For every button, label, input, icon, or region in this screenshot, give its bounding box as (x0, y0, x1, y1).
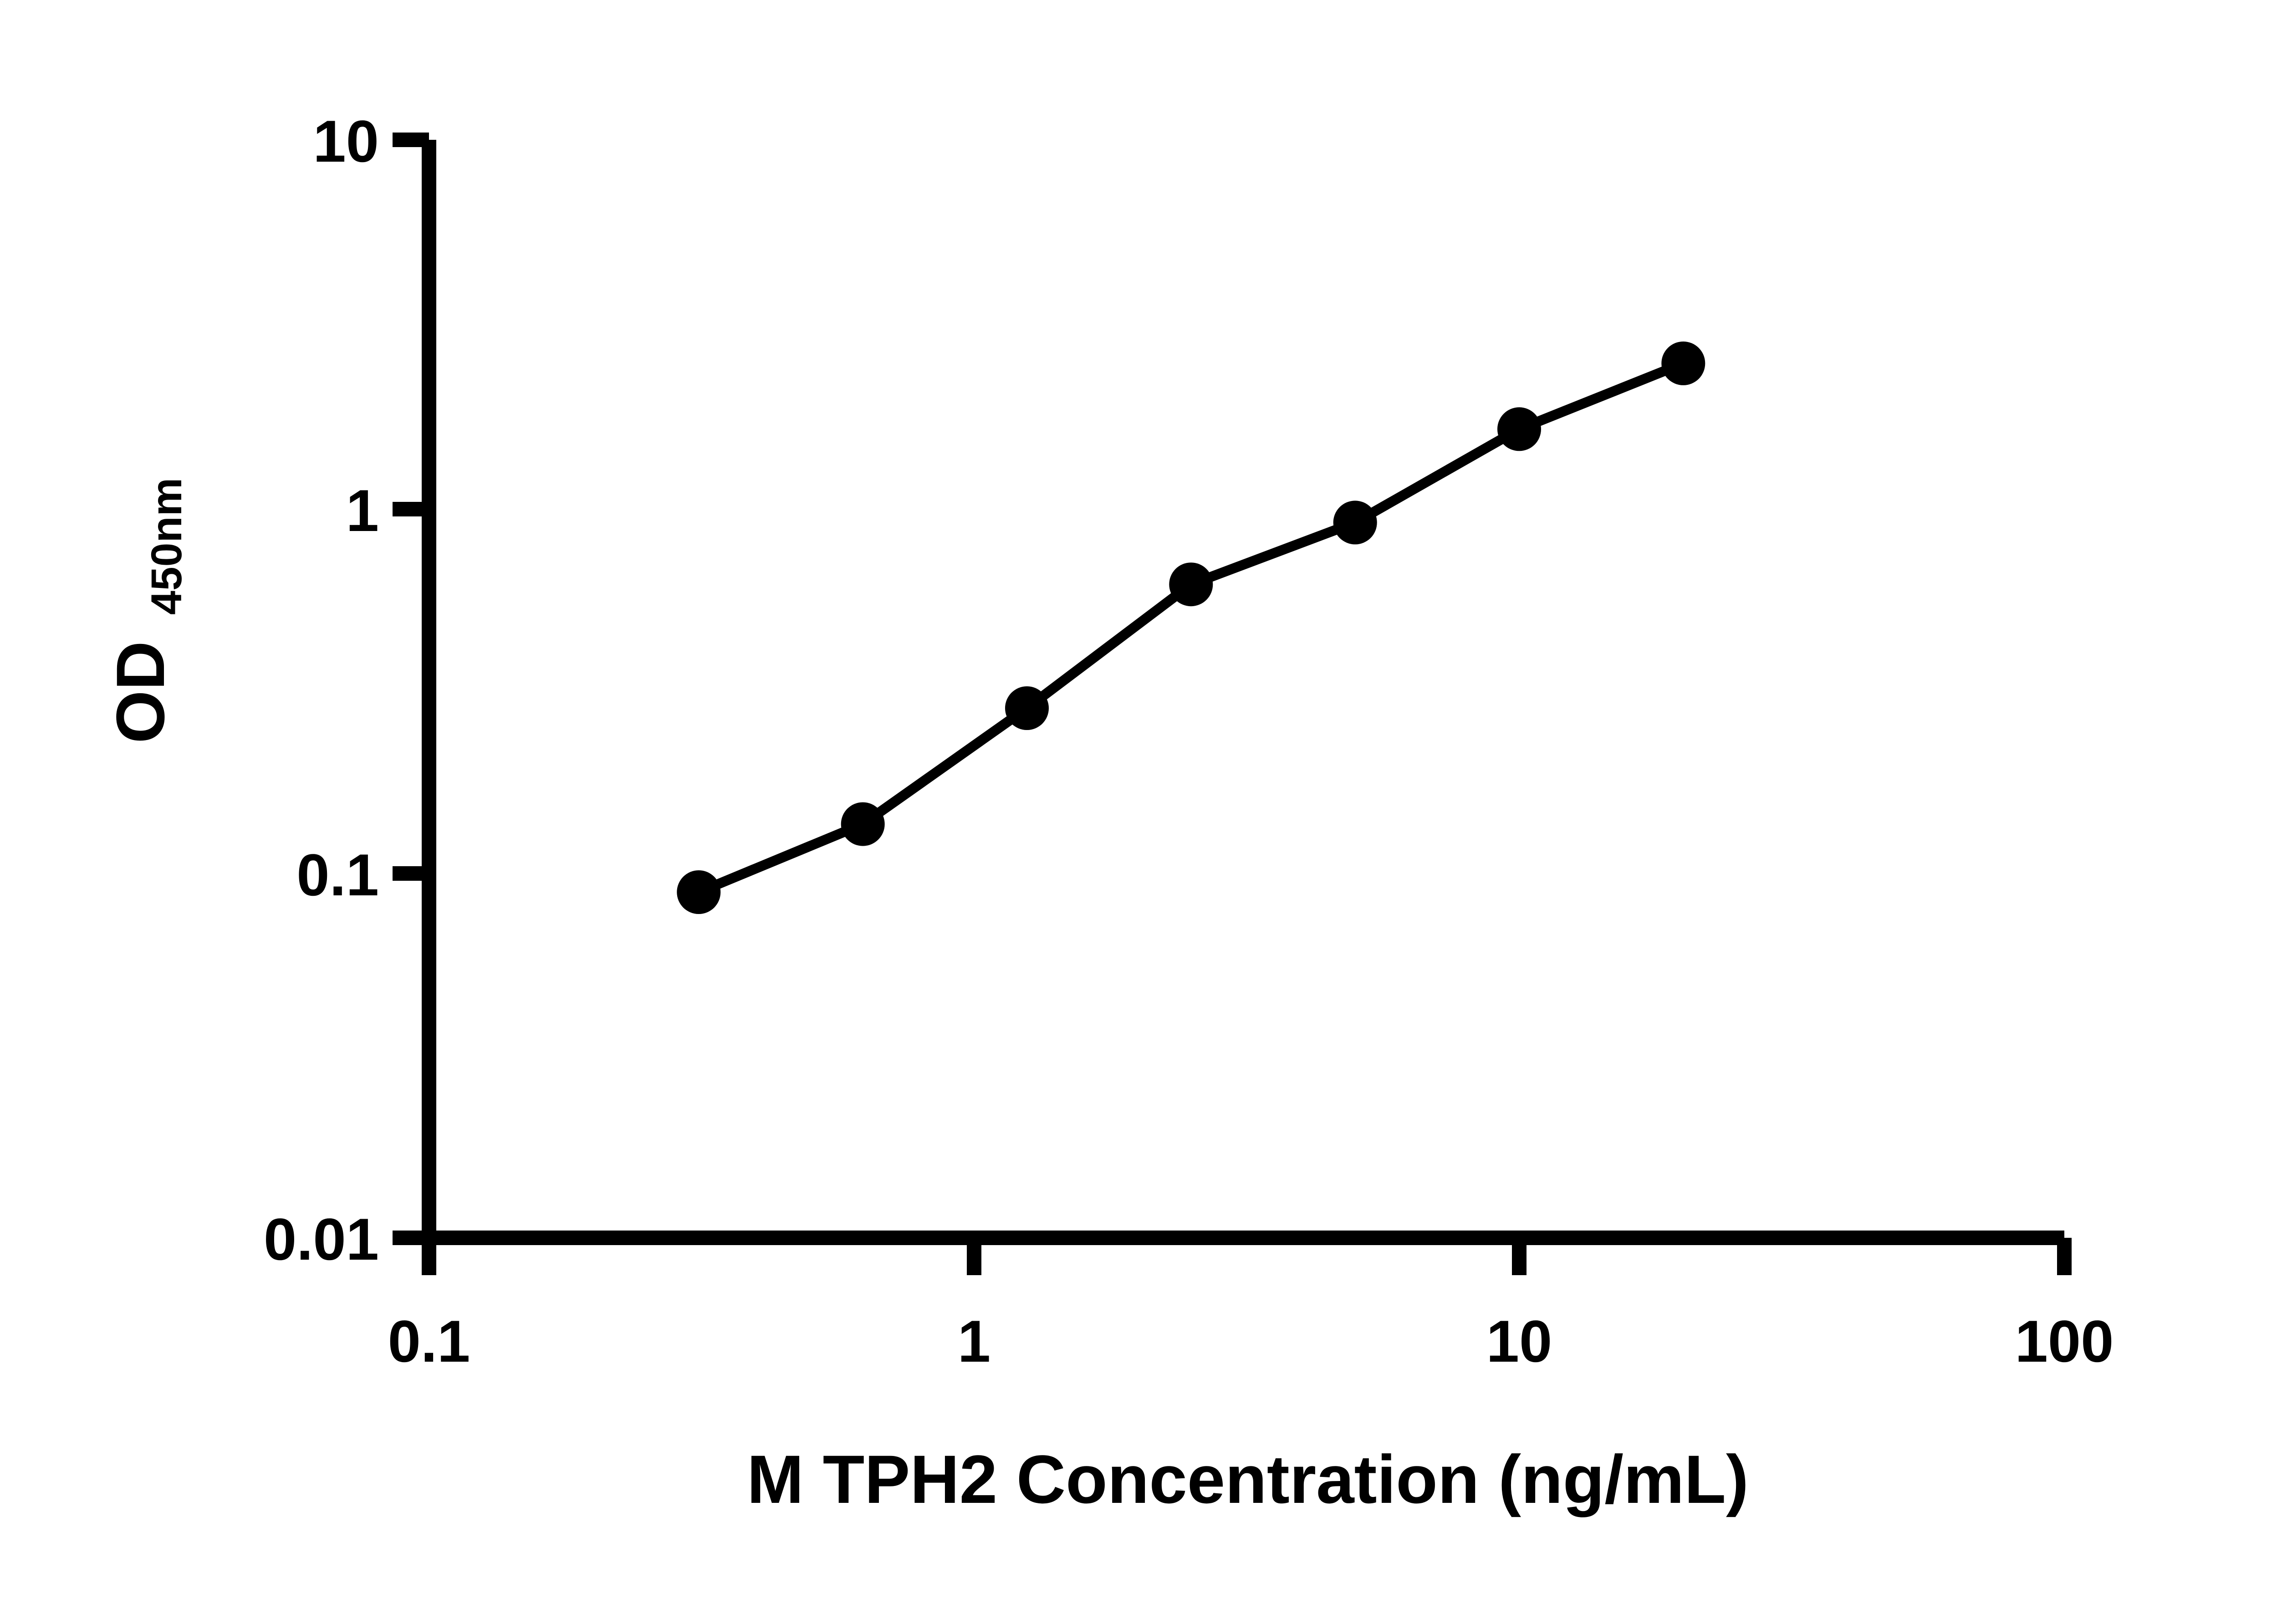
x-axis-ticks (422, 1238, 2072, 1275)
y-axis-title-subscript: 450nm (143, 478, 191, 615)
y-axis-title: OD 450nm (102, 478, 191, 744)
y-tick-label-10: 10 (313, 108, 379, 174)
y-axis-title-main: OD (102, 641, 179, 744)
x-tick-label-0.1: 0.1 (388, 1308, 470, 1374)
x-tick-label-1: 1 (958, 1308, 990, 1374)
axes-group (422, 140, 2064, 1245)
x-tick-label-100: 100 (2015, 1308, 2114, 1374)
data-point (677, 870, 721, 914)
data-point (1333, 500, 1377, 545)
data-point (841, 802, 885, 846)
data-point (1005, 686, 1049, 730)
x-axis-tick-labels: 0.1 1 10 100 (388, 1308, 2114, 1374)
data-point (1661, 341, 1705, 385)
series-markers (677, 341, 1705, 914)
data-point (1169, 562, 1213, 607)
x-axis-title: M TPH2 Concentration (ng/mL) (747, 1441, 1749, 1517)
y-tick-label-0.01: 0.01 (264, 1206, 379, 1272)
y-tick-label-1: 1 (346, 477, 379, 544)
y-tick-label-0.1: 0.1 (296, 842, 379, 908)
y-axis-tick-labels: 10 1 0.1 0.01 (264, 108, 379, 1272)
x-tick-label-10: 10 (1486, 1308, 1552, 1374)
data-point (1497, 407, 1541, 451)
